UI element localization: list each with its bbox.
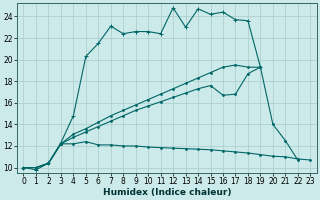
X-axis label: Humidex (Indice chaleur): Humidex (Indice chaleur): [103, 188, 231, 197]
